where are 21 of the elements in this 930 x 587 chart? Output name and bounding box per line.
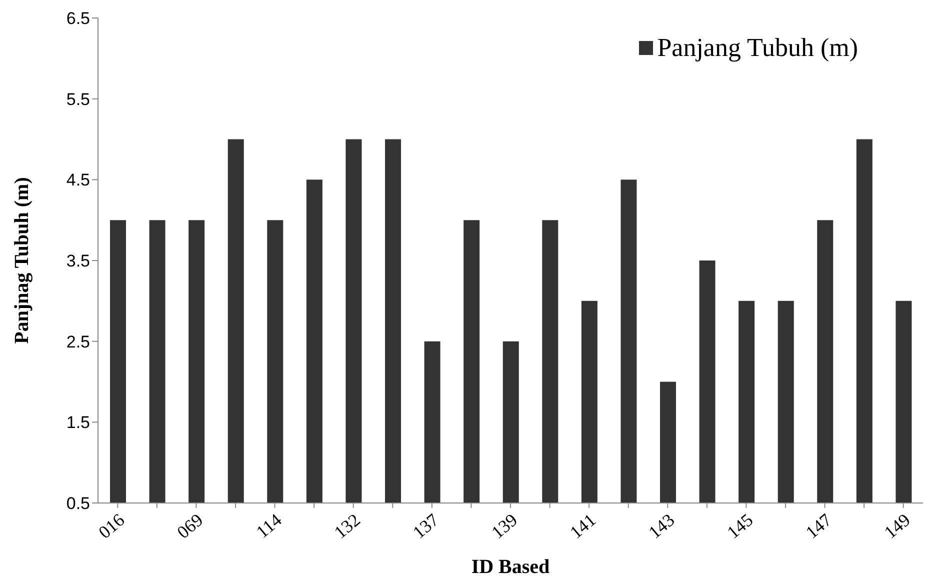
x-tick-label: 069	[173, 510, 207, 542]
y-tick-label: 4.5	[66, 170, 90, 190]
x-tick-label: 132	[330, 510, 364, 542]
x-tick-label: 016	[94, 510, 128, 542]
x-tick-label: 145	[723, 510, 757, 542]
y-tick-label: 3.5	[66, 252, 90, 271]
y-tick-label: 1.5	[66, 413, 90, 432]
x-tick-label: 147	[802, 510, 836, 542]
x-tick-label: 149	[880, 510, 914, 542]
x-tick-label: 137	[408, 510, 442, 542]
legend-label: Panjang Tubuh (m)	[657, 33, 858, 63]
y-tick-label: 2.5	[66, 332, 90, 352]
x-tick-label: 139	[488, 510, 522, 542]
x-axis-title: ID Based	[471, 556, 550, 578]
y-axis-title: Panjnag Tubuh (m)	[11, 177, 34, 344]
y-tick-label: 5.5	[66, 90, 90, 109]
y-tick-label: 0.5	[66, 494, 90, 514]
x-tick-label: 143	[644, 510, 678, 542]
x-tick-label: 141	[566, 510, 600, 542]
x-tick-label: 114	[252, 510, 286, 542]
y-tick-label: 6.5	[66, 9, 90, 28]
